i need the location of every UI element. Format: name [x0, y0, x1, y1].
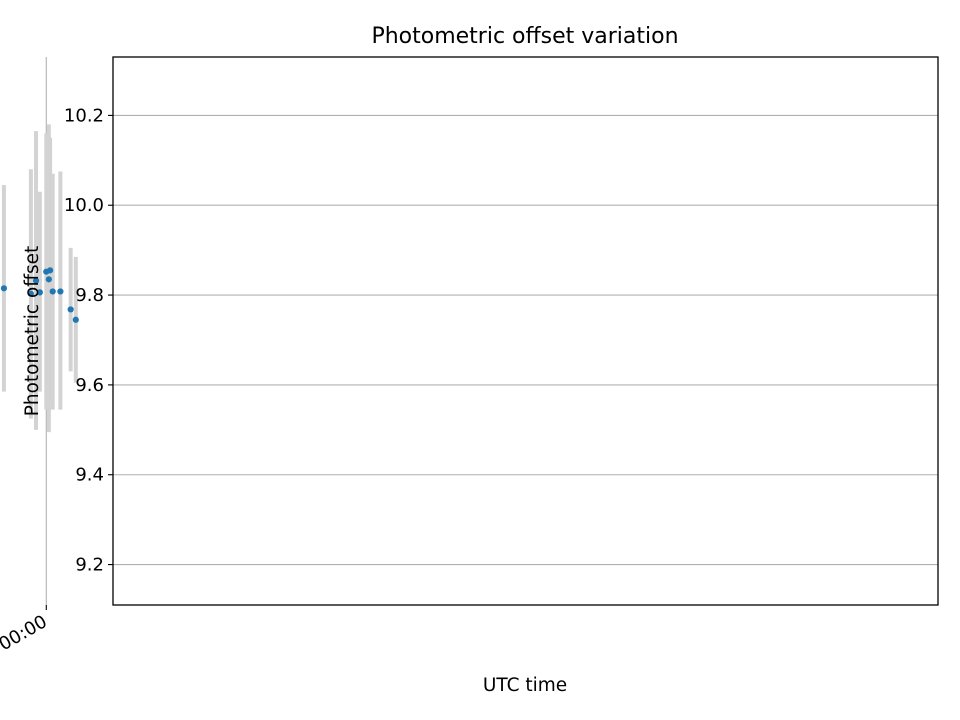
- x-axis-title: UTC time: [483, 675, 567, 696]
- y-tick-label: 9.6: [75, 375, 104, 396]
- data-point: [27, 290, 34, 297]
- y-tick-label: 9.8: [75, 285, 104, 306]
- data-point: [72, 316, 79, 323]
- data-point: [32, 277, 40, 284]
- data-point: [57, 288, 64, 295]
- data-point: [43, 268, 50, 275]
- axis-ticks: [45, 114, 113, 610]
- data-point: [67, 306, 74, 313]
- plot-area: [113, 57, 938, 605]
- grid-lines: [45, 57, 938, 605]
- plot-frame: [112, 56, 939, 606]
- data-point: [49, 288, 56, 295]
- chart-title: Photometric offset variation: [371, 24, 678, 49]
- data-point: [36, 289, 43, 296]
- y-tick-label: 10.2: [64, 105, 104, 126]
- y-tick-label: 10.0: [64, 195, 104, 216]
- data-points: [0, 267, 79, 323]
- y-tick-label: 9.4: [75, 465, 104, 486]
- data-point: [0, 285, 8, 292]
- data-point: [45, 276, 52, 283]
- y-axis-title: Photometric offset: [22, 246, 43, 417]
- y-tick-label: 9.2: [75, 555, 104, 576]
